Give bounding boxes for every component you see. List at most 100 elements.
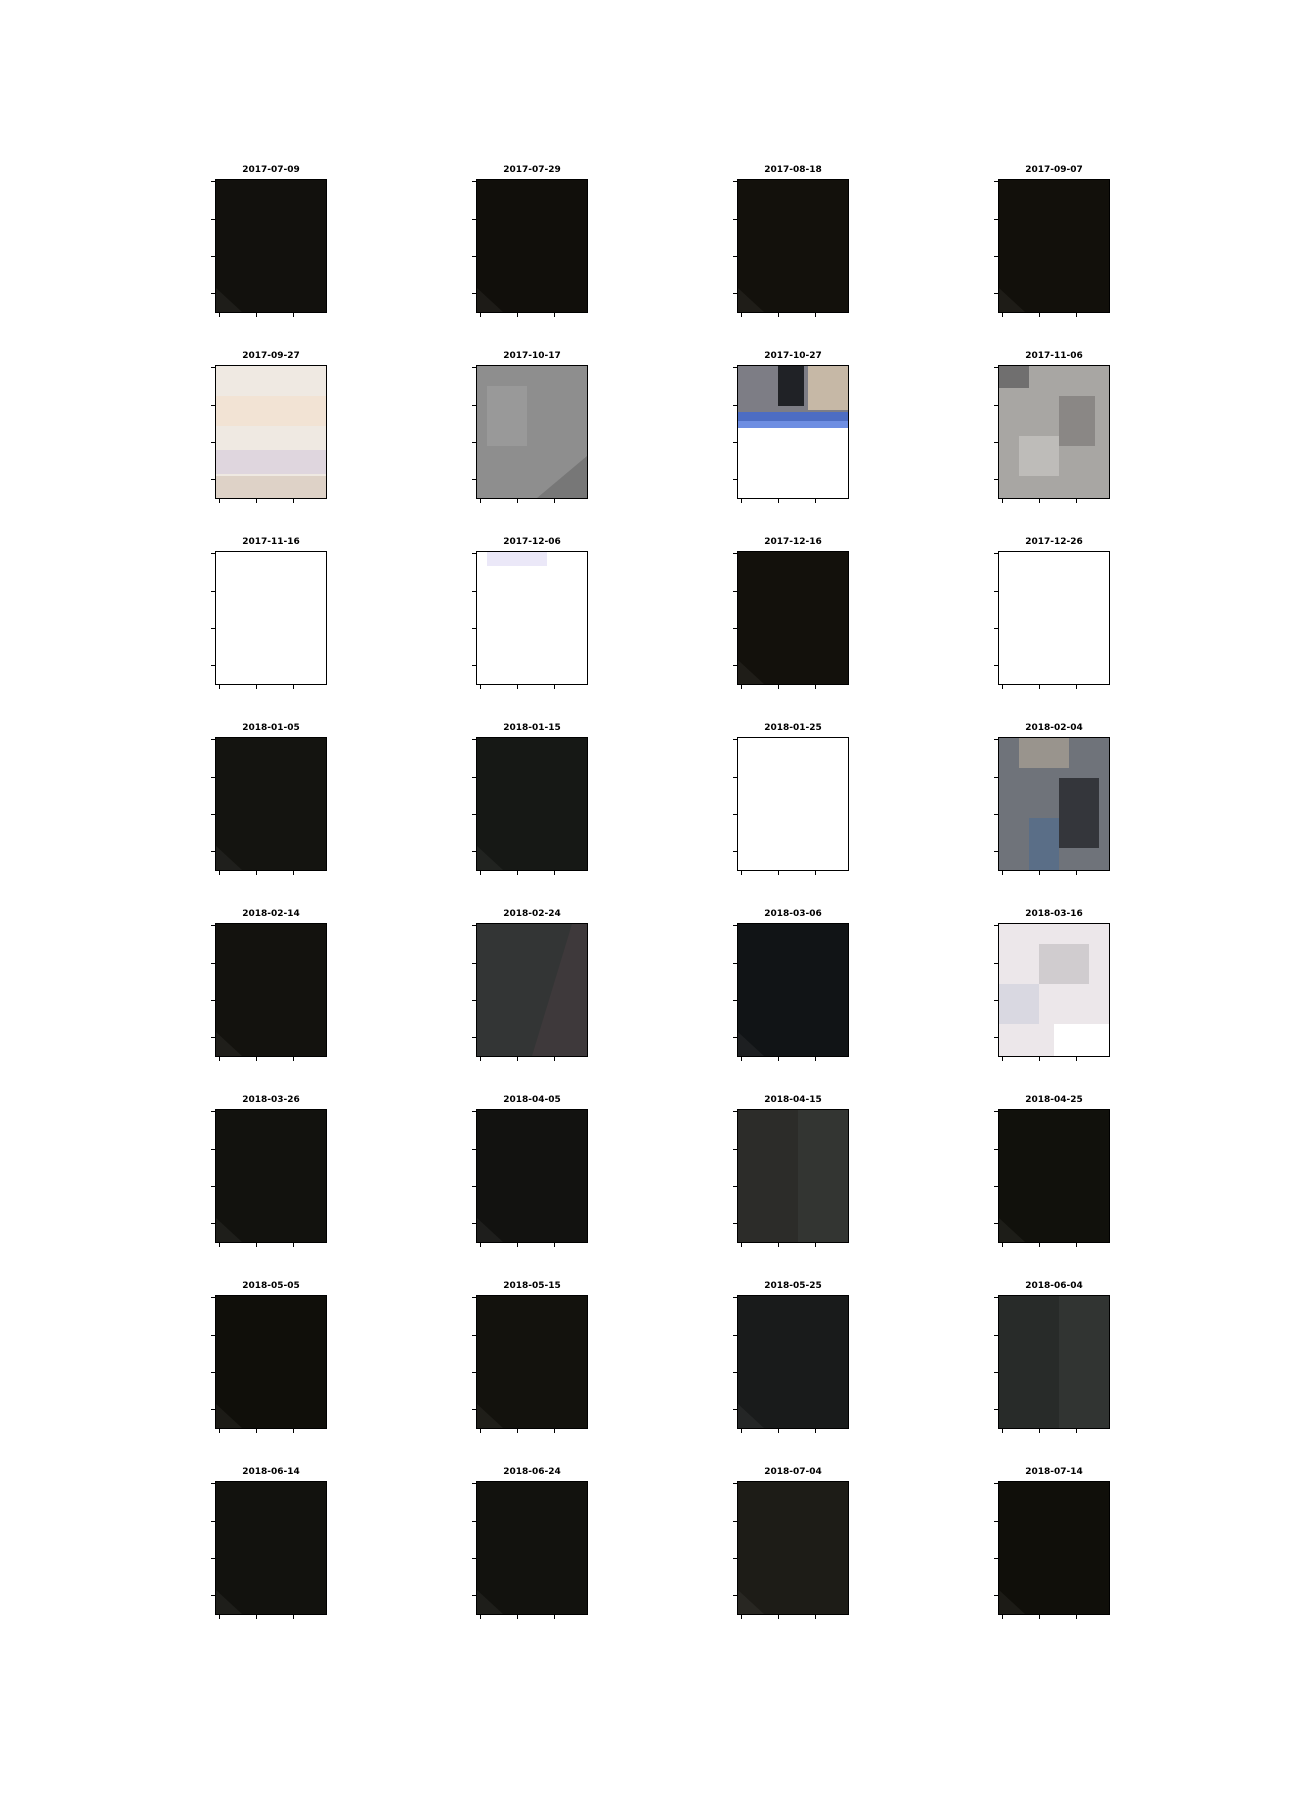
y-axis-tick [733, 1372, 737, 1373]
x-axis-tick [815, 1243, 816, 1247]
y-axis-tick [211, 1372, 215, 1373]
panel-date-title: 2018-01-05 [242, 723, 300, 733]
y-axis-tick [211, 479, 215, 480]
x-axis-tick [741, 1243, 742, 1247]
x-axis-tick [256, 1243, 257, 1247]
x-axis-tick [1039, 499, 1040, 503]
y-axis-tick [994, 1297, 998, 1298]
satellite-image-tile [476, 179, 588, 313]
y-axis-tick [994, 777, 998, 778]
x-axis-tick [517, 499, 518, 503]
y-axis-tick [733, 851, 737, 852]
x-axis-tick [815, 313, 816, 317]
y-axis-tick [733, 1297, 737, 1298]
x-axis-tick [778, 1429, 779, 1433]
satellite-image-tile [215, 1481, 327, 1615]
satellite-image-tile [998, 365, 1110, 499]
x-axis-tick [778, 1615, 779, 1619]
x-axis-tick [480, 871, 481, 875]
x-axis-tick [1076, 1243, 1077, 1247]
satellite-image-tile [737, 1481, 849, 1615]
x-axis-tick [219, 1615, 220, 1619]
panel-date-title: 2018-05-25 [764, 1281, 822, 1291]
x-axis-tick [778, 313, 779, 317]
x-axis-tick [480, 1243, 481, 1247]
y-axis-tick [733, 442, 737, 443]
x-axis-tick [293, 499, 294, 503]
x-axis-tick [1076, 1615, 1077, 1619]
y-axis-tick [994, 405, 998, 406]
panel-date-title: 2018-04-15 [764, 1095, 822, 1105]
x-axis-tick [219, 685, 220, 689]
panel-date-title: 2018-04-25 [1025, 1095, 1083, 1105]
y-axis-tick [994, 442, 998, 443]
panel-date-title: 2017-10-27 [764, 351, 822, 361]
y-axis-tick [211, 1037, 215, 1038]
x-axis-tick [1076, 499, 1077, 503]
y-axis-tick [211, 591, 215, 592]
x-axis-tick [293, 1429, 294, 1433]
x-axis-tick [554, 685, 555, 689]
x-axis-tick [741, 313, 742, 317]
y-axis-tick [733, 1000, 737, 1001]
y-axis-tick [733, 1483, 737, 1484]
y-axis-tick [211, 367, 215, 368]
x-axis-tick [480, 1615, 481, 1619]
y-axis-tick [733, 591, 737, 592]
x-axis-tick [778, 871, 779, 875]
x-axis-tick [219, 313, 220, 317]
satellite-image-tile [737, 179, 849, 313]
x-axis-tick [815, 685, 816, 689]
satellite-image-tile [476, 737, 588, 871]
y-axis-tick [211, 1186, 215, 1187]
y-axis-tick [472, 851, 476, 852]
y-axis-tick [994, 851, 998, 852]
x-axis-tick [741, 685, 742, 689]
panel-date-title: 2018-03-06 [764, 909, 822, 919]
satellite-image-tile [215, 551, 327, 685]
satellite-image-tile [998, 1109, 1110, 1243]
y-axis-tick [211, 665, 215, 666]
y-axis-tick [472, 1372, 476, 1373]
y-axis-tick [733, 367, 737, 368]
y-axis-tick [211, 256, 215, 257]
y-axis-tick [211, 1483, 215, 1484]
panel-date-title: 2017-12-26 [1025, 537, 1083, 547]
y-axis-tick [733, 553, 737, 554]
x-axis-tick [517, 871, 518, 875]
x-axis-tick [517, 1429, 518, 1433]
y-axis-tick [994, 479, 998, 480]
satellite-image-tile [998, 923, 1110, 1057]
y-axis-tick [994, 628, 998, 629]
x-axis-tick [219, 1243, 220, 1247]
y-axis-tick [472, 1149, 476, 1150]
x-axis-tick [554, 1243, 555, 1247]
satellite-image-tile [476, 365, 588, 499]
panel-date-title: 2018-05-15 [503, 1281, 561, 1291]
panel-date-title: 2018-03-16 [1025, 909, 1083, 919]
y-axis-tick [994, 1149, 998, 1150]
y-axis-tick [994, 293, 998, 294]
y-axis-tick [472, 628, 476, 629]
x-axis-tick [741, 1429, 742, 1433]
y-axis-tick [733, 814, 737, 815]
x-axis-tick [293, 1615, 294, 1619]
y-axis-tick [733, 1111, 737, 1112]
y-axis-tick [472, 963, 476, 964]
panel-date-title: 2018-01-15 [503, 723, 561, 733]
y-axis-tick [994, 1521, 998, 1522]
y-axis-tick [994, 591, 998, 592]
y-axis-tick [733, 1595, 737, 1596]
x-axis-tick [1039, 871, 1040, 875]
y-axis-tick [994, 665, 998, 666]
y-axis-tick [733, 739, 737, 740]
satellite-image-tile [998, 1481, 1110, 1615]
y-axis-tick [472, 739, 476, 740]
satellite-image-tile [476, 1481, 588, 1615]
y-axis-tick [211, 814, 215, 815]
x-axis-tick [219, 871, 220, 875]
y-axis-tick [733, 1409, 737, 1410]
y-axis-tick [994, 925, 998, 926]
y-axis-tick [472, 1037, 476, 1038]
x-axis-tick [256, 1429, 257, 1433]
